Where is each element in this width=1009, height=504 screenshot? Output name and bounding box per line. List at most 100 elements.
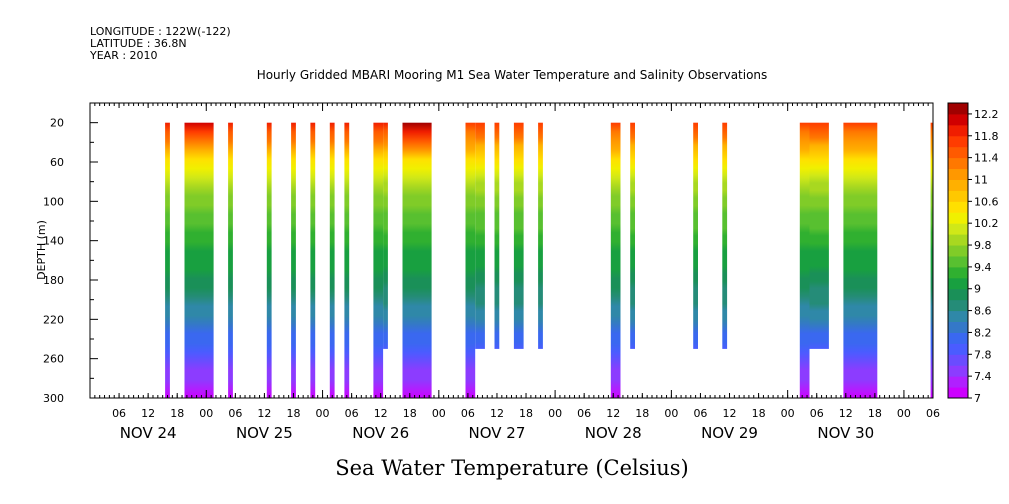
- data-band: [630, 122, 635, 349]
- colorbar-segment: [948, 157, 968, 170]
- footer-title: Sea Water Temperature (Celsius): [335, 456, 689, 480]
- y-tick-label: 20: [50, 117, 64, 130]
- data-band: [291, 122, 296, 398]
- x-day-label: NOV 30: [817, 424, 874, 442]
- x-tick-label: 18: [635, 407, 649, 420]
- colorbar-label: 11.4: [974, 152, 999, 165]
- y-axis-ticks: 20 60 100 140 180 220 260 300: [43, 117, 98, 405]
- colorbar-segment: [948, 354, 968, 366]
- colorbar-segment: [948, 299, 968, 312]
- x-day-label: NOV 28: [585, 424, 642, 442]
- x-tick-label: 00: [316, 407, 330, 420]
- colorbar-segment: [948, 103, 968, 115]
- colorbar-segment: [948, 135, 968, 148]
- colorbar-segment: [948, 277, 968, 290]
- colorbar-label: 10.2: [974, 217, 999, 230]
- colorbar-segment: [948, 190, 968, 202]
- x-day-label: NOV 27: [469, 424, 526, 442]
- data-band: [930, 122, 933, 398]
- data-band: [383, 122, 388, 349]
- data-band: [165, 122, 170, 398]
- colorbar-segment: [948, 212, 968, 224]
- colorbar-segment: [948, 223, 968, 235]
- colorbar-segment: [948, 234, 968, 246]
- data-band: [494, 122, 500, 349]
- y-tick-label: 300: [43, 392, 64, 405]
- colorbar-label: 12.2: [974, 108, 999, 121]
- x-tick-label: 06: [112, 407, 126, 420]
- data-band: [693, 122, 698, 349]
- data-band: [266, 122, 272, 398]
- x-tick-label: 18: [170, 407, 184, 420]
- colorbar-label: 8.6: [974, 305, 992, 318]
- x-tick-label: 12: [374, 407, 388, 420]
- x-tick-label: 12: [257, 407, 271, 420]
- y-tick-label: 60: [50, 156, 64, 169]
- data-band: [799, 122, 810, 398]
- longitude-text: LONGITUDE : 122W(-122): [90, 25, 231, 38]
- x-tick-label: 18: [403, 407, 417, 420]
- colorbar-segment: [948, 124, 968, 137]
- colorbar-segment: [948, 201, 968, 213]
- colorbar-label: 7.8: [974, 348, 992, 361]
- x-tick-label: 06: [577, 407, 591, 420]
- data-band: [373, 122, 384, 398]
- colorbar-label: 11.8: [974, 130, 999, 143]
- x-tick-label: 18: [868, 407, 882, 420]
- colorbar-segment: [948, 310, 968, 323]
- colorbar-segment: [948, 321, 968, 333]
- chart-title: Hourly Gridded MBARI Mooring M1 Sea Wate…: [257, 68, 768, 82]
- data-band: [843, 122, 878, 398]
- y-tick-label: 140: [43, 235, 64, 248]
- x-day-label: NOV 26: [352, 424, 409, 442]
- x-tick-label: 06: [461, 407, 475, 420]
- colorbar-label: 7: [974, 392, 981, 405]
- x-tick-label: 00: [781, 407, 795, 420]
- data-band: [465, 122, 476, 398]
- y-tick-label: 100: [43, 195, 64, 208]
- x-day-label: NOV 29: [701, 424, 758, 442]
- colorbar-segment: [948, 288, 968, 301]
- data-band: [310, 122, 316, 398]
- colorbar-label: 10.6: [974, 195, 999, 208]
- data-bands: [165, 122, 933, 398]
- x-tick-label: 12: [723, 407, 737, 420]
- x-tick-label: 06: [228, 407, 242, 420]
- colorbar-label: 9: [974, 283, 981, 296]
- data-band: [344, 122, 350, 398]
- y-tick-label: 220: [43, 313, 64, 326]
- x-axis-ticks: 06 12 18 00 06 12 18 00 06 12 18 00 06 12 18 00 06 12 18 00…: [112, 103, 940, 442]
- colorbar-segment: [948, 343, 968, 355]
- data-band: [513, 122, 524, 349]
- x-tick-label: 06: [693, 407, 707, 420]
- x-tick-label: 18: [286, 407, 300, 420]
- colorbar-segment: [948, 113, 968, 126]
- x-tick-label: 06: [926, 407, 940, 420]
- colorbar: 7 7.4 7.8 8.2 8.6 9 9.4 9.8 10.2 10.6 11 11.4 11.8 12…: [947, 102, 999, 405]
- colorbar-segment: [948, 332, 968, 344]
- y-tick-label: 260: [43, 353, 64, 366]
- y-axis-label: DEPTH (m): [35, 220, 48, 280]
- x-tick-label: 06: [345, 407, 359, 420]
- data-band: [538, 122, 543, 349]
- colorbar-segment: [948, 387, 968, 399]
- colorbar-segment: [948, 245, 968, 257]
- data-band: [329, 122, 335, 398]
- x-tick-label: 18: [519, 407, 533, 420]
- x-tick-label: 00: [432, 407, 446, 420]
- x-tick-label: 12: [606, 407, 620, 420]
- data-band: [610, 122, 621, 398]
- latitude-text: LATITUDE : 36.8N: [90, 37, 187, 50]
- y-tick-label: 180: [43, 274, 64, 287]
- x-tick-label: 06: [810, 407, 824, 420]
- header-meta: LONGITUDE : 122W(-122) LATITUDE : 36.8N …: [89, 25, 231, 62]
- colorbar-segment: [948, 376, 968, 388]
- colorbar-segment: [948, 146, 968, 159]
- x-tick-label: 12: [490, 407, 504, 420]
- x-day-label: NOV 24: [120, 424, 177, 442]
- x-tick-label: 00: [897, 407, 911, 420]
- year-text: YEAR : 2010: [89, 49, 158, 62]
- colorbar-frame: [947, 102, 969, 399]
- colorbar-label: 9.4: [974, 261, 992, 274]
